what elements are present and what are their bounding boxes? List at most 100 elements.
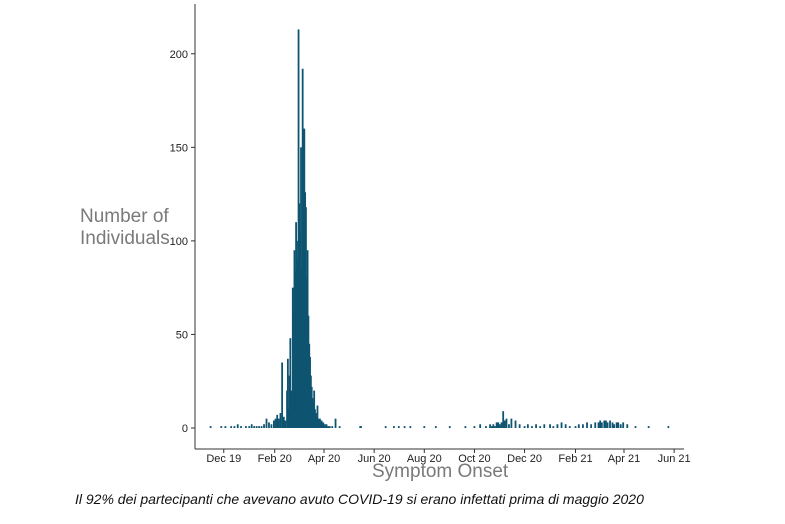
bar (499, 424, 501, 428)
bar (327, 426, 330, 428)
bar (250, 424, 253, 428)
bar (230, 426, 233, 428)
bar (485, 426, 487, 428)
y-ticks-group: 0 50 100 150 200 (170, 49, 195, 435)
bar (626, 424, 629, 428)
bar (606, 422, 609, 428)
bar (586, 422, 588, 428)
x-tick-label: Jun 21 (658, 453, 691, 465)
bar (568, 426, 571, 428)
bar (615, 422, 618, 428)
bar (600, 422, 603, 428)
bar (518, 424, 521, 428)
bar (274, 418, 277, 428)
bar (316, 405, 319, 428)
bar (508, 424, 510, 428)
bar (397, 426, 400, 428)
bar (245, 426, 247, 428)
x-tick-label: Oct 20 (458, 453, 490, 465)
bar (233, 426, 236, 428)
y-tick-label: 200 (170, 49, 188, 61)
bar (434, 426, 437, 428)
bar (276, 414, 279, 428)
bar (603, 420, 606, 428)
bar (489, 424, 491, 428)
y-tick-label: 50 (176, 329, 188, 341)
bars-group (209, 29, 670, 429)
bar (270, 424, 273, 428)
bar (209, 426, 212, 428)
bar (552, 426, 555, 428)
x-tick-label: Apr 21 (608, 453, 640, 465)
bar (539, 426, 542, 428)
bar (560, 422, 563, 428)
x-tick-label: Aug 20 (407, 453, 442, 465)
bar (523, 426, 526, 428)
bar (479, 424, 482, 428)
bar (282, 416, 285, 428)
y-tick-label: 0 (182, 423, 188, 435)
bar (334, 418, 337, 428)
y-tick-label: 150 (170, 142, 188, 154)
bar (464, 426, 467, 428)
bar (502, 411, 505, 428)
bar (258, 426, 260, 428)
bar (514, 420, 517, 428)
bar (577, 424, 580, 428)
bar (328, 426, 331, 428)
bar (497, 422, 500, 428)
bar (494, 426, 496, 428)
bar (609, 420, 611, 428)
x-tick-label: Dec 19 (206, 453, 241, 465)
bar (403, 426, 406, 428)
bar (255, 426, 258, 428)
bar (564, 424, 567, 428)
bar (253, 426, 256, 428)
bar (384, 426, 387, 428)
bar (263, 424, 265, 428)
x-tick-label: Dec 20 (507, 453, 542, 465)
bar (286, 358, 289, 428)
bar (613, 424, 616, 428)
y-axis-title: Number of Individuals (80, 206, 170, 249)
y-tick-label: 100 (170, 236, 188, 248)
bar (409, 426, 412, 428)
bar (220, 426, 223, 428)
bar (599, 420, 602, 428)
x-tick-label: Feb 21 (558, 453, 592, 465)
bar (634, 426, 637, 428)
bar (543, 424, 546, 428)
bar (622, 422, 625, 428)
bar (667, 426, 670, 428)
bar (473, 426, 476, 428)
bar (492, 424, 495, 428)
bar (248, 426, 251, 428)
bar (273, 420, 275, 428)
bar (392, 426, 395, 428)
bar (338, 426, 341, 428)
bar (594, 422, 597, 428)
bar (582, 424, 584, 428)
bar (590, 424, 593, 428)
x-tick-label: Feb 20 (258, 453, 292, 465)
bar (619, 424, 622, 428)
bar (495, 422, 498, 428)
bar (281, 362, 284, 428)
bar (605, 420, 607, 428)
bar (360, 426, 362, 428)
bar (289, 338, 292, 428)
bar (240, 426, 242, 428)
bar (322, 422, 325, 428)
bar (331, 426, 334, 428)
bar (556, 424, 559, 428)
bar (323, 424, 326, 428)
x-tick-label: Jun 20 (358, 453, 391, 465)
bar (617, 422, 620, 428)
x-axis-title: Symptom Onset (372, 461, 509, 482)
bar (448, 426, 451, 428)
bar (503, 420, 506, 428)
bar (265, 418, 268, 428)
x-tick-label: Apr 20 (308, 453, 340, 465)
bar (526, 424, 529, 428)
